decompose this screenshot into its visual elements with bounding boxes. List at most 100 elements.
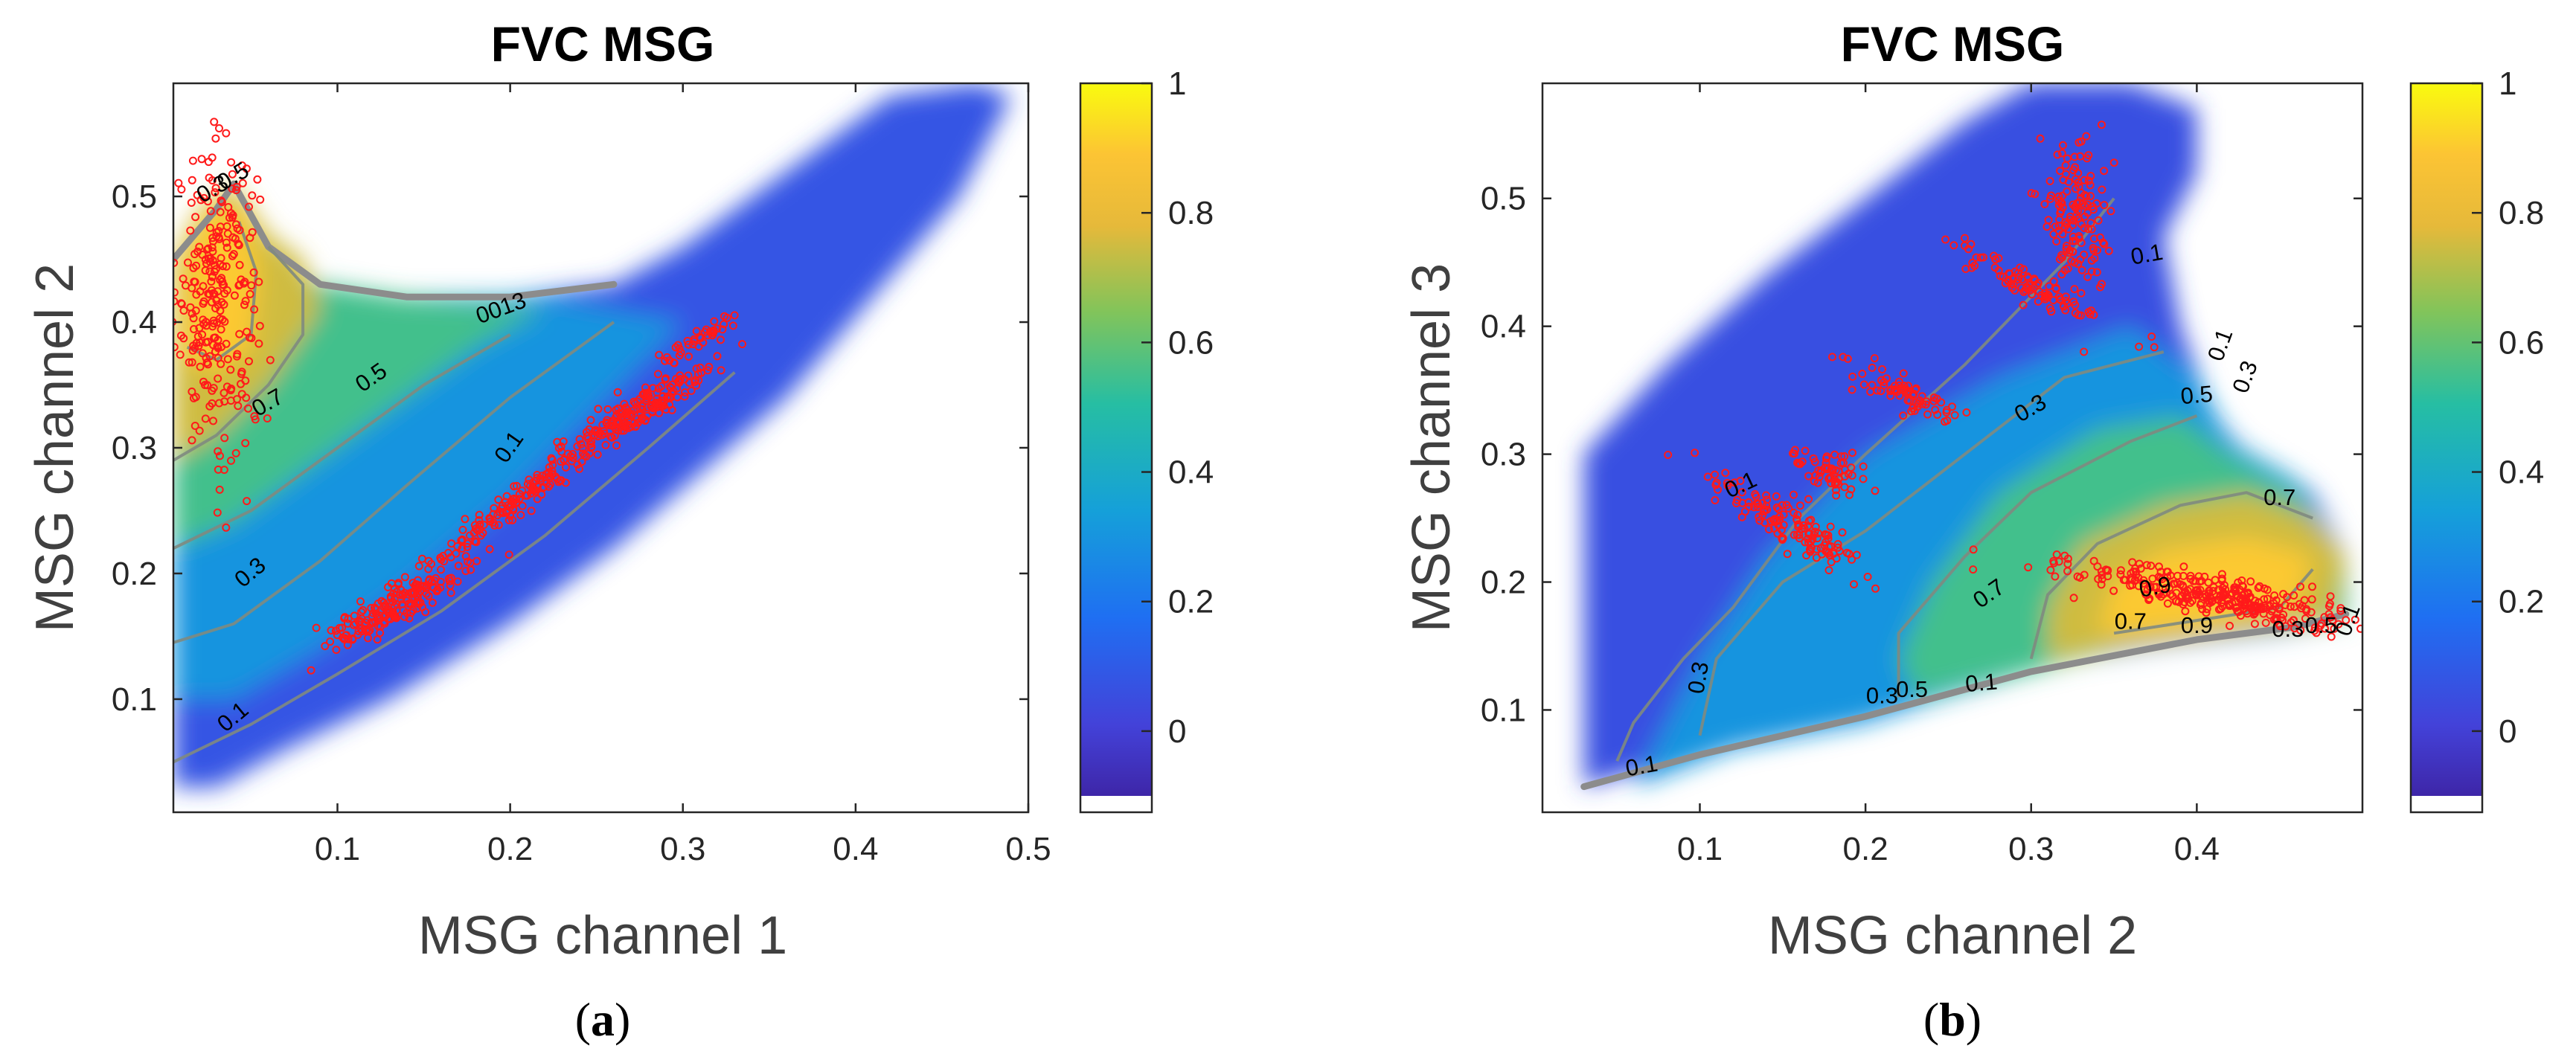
red-point-b-0 [2298, 602, 2307, 610]
red-point-a-4 [703, 331, 712, 340]
red-point-b-5 [2109, 158, 2118, 167]
red-point-b-5 [2072, 175, 2080, 184]
red-point-b-3 [1899, 411, 1908, 420]
red-point-b-2 [1831, 466, 1840, 475]
red-point-a-3 [573, 442, 582, 451]
red-point-a-4 [655, 350, 664, 359]
red-point-b-5 [2092, 268, 2101, 277]
red-point-a-0 [191, 393, 200, 402]
red-point-a-2 [510, 482, 519, 491]
red-point-b-5 [2074, 182, 2083, 191]
red-point-b-1 [1863, 573, 1872, 581]
red-point-b-0 [2260, 601, 2269, 610]
x-tick-label-b-0: 0.1 [1677, 831, 1723, 867]
red-point-b-5 [2057, 253, 2066, 262]
red-point-a-0 [190, 325, 198, 333]
red-point-a-1 [461, 567, 470, 576]
red-point-a-2 [494, 521, 503, 530]
red-point-a-0 [141, 266, 147, 273]
red-point-a-0 [214, 344, 222, 353]
red-sample-points-a [141, 69, 746, 675]
red-point-b-4 [1972, 253, 1981, 262]
contour-label-b-0: 0.1 [1624, 751, 1660, 782]
red-point-a-2 [470, 528, 478, 537]
red-point-b-0 [2145, 594, 2154, 603]
red-point-b-0 [2308, 582, 2316, 591]
red-point-b-1 [1779, 510, 1788, 519]
colorbar-tick-label-b-1: 0.2 [2499, 584, 2544, 620]
red-point-b-1 [1783, 550, 1792, 559]
contour-label-b-11: 0.7 [2115, 608, 2147, 634]
red-point-a-0 [222, 339, 231, 348]
red-point-a-2 [528, 478, 537, 487]
red-point-b-0 [2128, 558, 2137, 567]
red-point-b-0 [2024, 563, 2033, 572]
red-point-a-0 [188, 436, 196, 445]
red-point-a-1 [373, 635, 382, 644]
red-point-b-0 [2049, 559, 2058, 568]
red-point-b-5 [2066, 212, 2074, 221]
red-point-a-0 [222, 262, 231, 271]
red-point-a-1 [466, 559, 475, 568]
red-point-a-3 [676, 375, 685, 384]
red-point-b-1 [1842, 548, 1851, 557]
red-point-b-0 [2162, 584, 2170, 593]
red-point-b-1 [1816, 544, 1825, 553]
red-point-b-1 [1795, 501, 1804, 510]
red-point-a-0 [185, 358, 193, 367]
red-point-b-1 [1753, 503, 1762, 511]
red-point-a-0 [210, 118, 219, 126]
red-point-a-0 [191, 213, 200, 222]
red-point-b-4 [2042, 292, 2051, 301]
red-point-a-3 [617, 426, 626, 435]
red-point-b-3 [1848, 372, 1857, 381]
red-point-a-1 [350, 611, 359, 620]
red-point-b-1 [1703, 472, 1712, 481]
red-point-a-0 [204, 158, 213, 167]
red-point-a-2 [458, 525, 467, 534]
red-point-a-1 [339, 633, 347, 642]
red-point-a-0 [211, 184, 220, 193]
red-point-b-2 [1845, 490, 1853, 499]
red-point-b-0 [2296, 626, 2305, 634]
red-point-b-5 [2062, 170, 2070, 179]
red-point-b-5 [2086, 192, 2095, 200]
red-point-a-0 [231, 449, 240, 457]
red-point-b-1 [1745, 502, 1754, 511]
red-point-a-0 [220, 300, 228, 309]
red-point-b-2 [1817, 466, 1825, 475]
red-point-a-0 [216, 452, 224, 460]
red-point-b-1 [1871, 584, 1880, 593]
red-point-b-0 [2320, 624, 2329, 633]
y-tick-label-a-1: 0.2 [112, 556, 157, 592]
red-point-a-0 [235, 225, 244, 234]
red-point-a-4 [710, 317, 719, 326]
red-point-b-0 [2310, 626, 2319, 635]
red-point-b-0 [2166, 590, 2175, 599]
red-point-a-4 [671, 343, 680, 352]
red-point-a-1 [504, 550, 513, 559]
red-point-a-0 [196, 362, 205, 371]
red-point-b-5 [2058, 230, 2067, 239]
red-point-a-0 [202, 69, 208, 76]
red-point-b-3 [1894, 381, 1903, 390]
red-point-b-5 [2059, 141, 2067, 150]
red-point-b-1 [1721, 469, 1730, 478]
red-point-b-1 [1778, 533, 1787, 542]
red-point-a-3 [648, 407, 657, 416]
red-point-a-3 [641, 383, 650, 392]
colorbar-tick-label-a-2: 0.4 [1168, 454, 1214, 491]
x-tick-label-b-1: 0.2 [1843, 831, 1888, 867]
red-point-a-0 [206, 207, 215, 216]
red-point-a-3 [705, 362, 714, 371]
red-point-a-2 [446, 553, 455, 562]
red-point-a-4 [718, 325, 727, 334]
red-point-a-3 [684, 371, 693, 380]
red-point-a-0 [205, 352, 214, 361]
red-point-a-0 [263, 414, 272, 422]
red-point-a-0 [197, 155, 206, 164]
red-point-a-3 [578, 444, 587, 452]
red-point-b-4 [1970, 261, 1979, 270]
red-point-a-1 [380, 619, 389, 628]
red-point-b-1 [1826, 522, 1835, 531]
